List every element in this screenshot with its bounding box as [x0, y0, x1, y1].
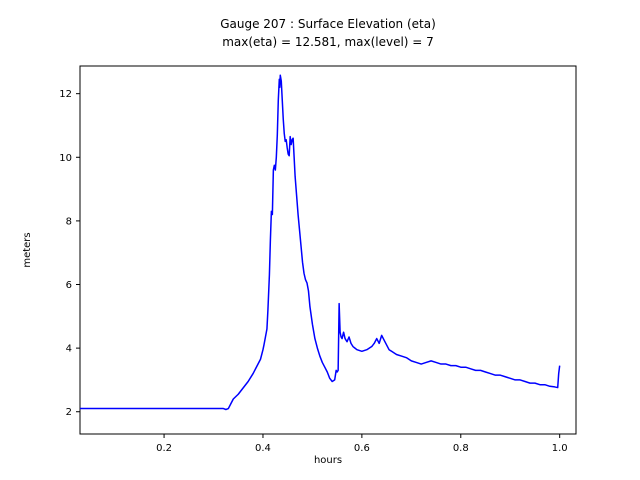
- y-tick-label: 4: [66, 344, 72, 355]
- y-tick-label: 6: [66, 280, 72, 291]
- y-axis-label: meters: [22, 232, 33, 267]
- axis-ticks: 0.2 0.4 0.6 0.8 1.0 2 4 6 8 10 12: [59, 89, 567, 454]
- x-tick-label: 0.8: [453, 443, 469, 454]
- x-tick-label: 1.0: [552, 443, 568, 454]
- x-tick-label: 0.4: [255, 443, 271, 454]
- y-tick-label: 2: [66, 407, 72, 418]
- x-axis-label: hours: [314, 455, 342, 466]
- y-tick-label: 10: [59, 153, 72, 164]
- x-tick-label: 0.6: [354, 443, 370, 454]
- y-tick-label: 8: [66, 216, 72, 227]
- plot-area: [79, 65, 577, 435]
- y-tick-label: 12: [59, 89, 72, 100]
- chart-subtitle: max(eta) = 12.581, max(level) = 7: [222, 35, 434, 49]
- series-line-eta: [80, 74, 561, 411]
- x-tick-label: 0.2: [156, 443, 172, 454]
- chart-title: Gauge 207 : Surface Elevation (eta): [220, 17, 436, 31]
- data-line-group: [80, 74, 561, 411]
